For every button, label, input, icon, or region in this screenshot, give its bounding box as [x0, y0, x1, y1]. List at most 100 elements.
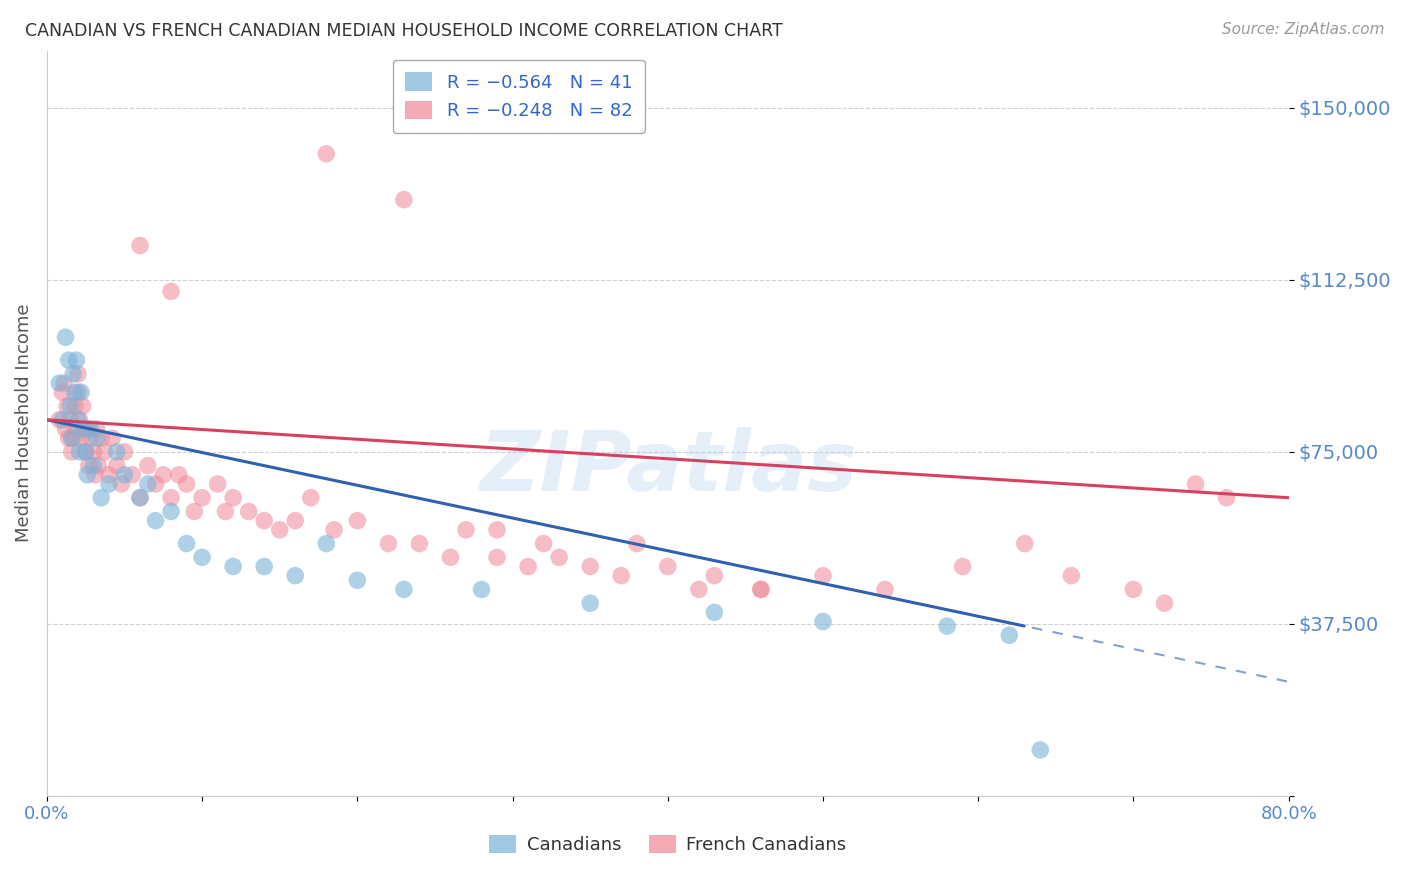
Point — [152, 467, 174, 482]
Point — [936, 619, 959, 633]
Point — [72, 399, 94, 413]
Point — [269, 523, 291, 537]
Point — [454, 523, 477, 537]
Point — [811, 568, 834, 582]
Point — [60, 445, 83, 459]
Point — [811, 615, 834, 629]
Point — [129, 491, 152, 505]
Point — [160, 491, 183, 505]
Point — [48, 376, 70, 390]
Point — [284, 514, 307, 528]
Point — [1153, 596, 1175, 610]
Point — [1184, 477, 1206, 491]
Legend: R = −0.564   N = 41, R = −0.248   N = 82: R = −0.564 N = 41, R = −0.248 N = 82 — [392, 60, 645, 133]
Point — [167, 467, 190, 482]
Point — [77, 458, 100, 473]
Point — [58, 353, 80, 368]
Point — [191, 550, 214, 565]
Point — [90, 431, 112, 445]
Point — [79, 431, 101, 445]
Point — [75, 445, 97, 459]
Point — [408, 536, 430, 550]
Point — [346, 574, 368, 588]
Point — [66, 367, 89, 381]
Point — [392, 582, 415, 597]
Point — [63, 385, 86, 400]
Point — [579, 559, 602, 574]
Point — [323, 523, 346, 537]
Point — [93, 445, 115, 459]
Point — [284, 568, 307, 582]
Point — [253, 559, 276, 574]
Point — [207, 477, 229, 491]
Point — [470, 582, 492, 597]
Point — [548, 550, 571, 565]
Point — [63, 399, 86, 413]
Point — [1029, 743, 1052, 757]
Point — [579, 596, 602, 610]
Point — [346, 514, 368, 528]
Point — [222, 491, 245, 505]
Point — [1060, 568, 1083, 582]
Point — [703, 605, 725, 619]
Point — [214, 504, 236, 518]
Point — [48, 413, 70, 427]
Point — [998, 628, 1021, 642]
Point — [377, 536, 399, 550]
Point — [72, 422, 94, 436]
Point — [299, 491, 322, 505]
Point — [626, 536, 648, 550]
Point — [145, 477, 167, 491]
Point — [486, 523, 509, 537]
Point — [160, 285, 183, 299]
Text: CANADIAN VS FRENCH CANADIAN MEDIAN HOUSEHOLD INCOME CORRELATION CHART: CANADIAN VS FRENCH CANADIAN MEDIAN HOUSE… — [25, 22, 783, 40]
Point — [191, 491, 214, 505]
Point — [657, 559, 679, 574]
Point — [59, 413, 82, 427]
Point — [952, 559, 974, 574]
Point — [82, 458, 104, 473]
Point — [52, 376, 75, 390]
Point — [1014, 536, 1036, 550]
Point — [86, 422, 108, 436]
Point — [486, 550, 509, 565]
Point — [392, 193, 415, 207]
Point — [60, 431, 83, 445]
Point — [58, 431, 80, 445]
Point — [51, 413, 73, 427]
Point — [82, 445, 104, 459]
Point — [129, 238, 152, 252]
Point — [76, 422, 98, 436]
Point — [55, 330, 77, 344]
Point — [183, 504, 205, 518]
Point — [129, 491, 152, 505]
Point — [62, 367, 84, 381]
Point — [90, 491, 112, 505]
Point — [84, 467, 107, 482]
Point — [136, 458, 159, 473]
Point — [136, 477, 159, 491]
Point — [55, 422, 77, 436]
Point — [98, 477, 121, 491]
Point — [79, 422, 101, 436]
Point — [86, 431, 108, 445]
Point — [1215, 491, 1237, 505]
Point — [610, 568, 633, 582]
Point — [253, 514, 276, 528]
Point — [51, 385, 73, 400]
Point — [73, 422, 96, 436]
Point — [69, 445, 91, 459]
Point — [703, 568, 725, 582]
Point — [222, 559, 245, 574]
Text: Source: ZipAtlas.com: Source: ZipAtlas.com — [1222, 22, 1385, 37]
Point — [114, 467, 136, 482]
Point — [121, 467, 143, 482]
Point — [65, 422, 87, 436]
Point — [315, 536, 337, 550]
Point — [315, 146, 337, 161]
Point — [105, 458, 128, 473]
Point — [749, 582, 772, 597]
Point — [114, 445, 136, 459]
Point — [533, 536, 555, 550]
Point — [145, 514, 167, 528]
